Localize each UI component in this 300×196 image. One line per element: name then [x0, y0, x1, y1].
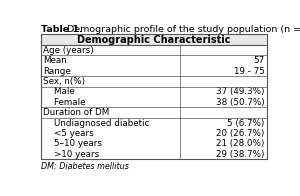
Bar [40, 76, 267, 87]
Bar [40, 34, 267, 45]
Bar [40, 107, 267, 118]
Text: Undiagnosed diabetic: Undiagnosed diabetic [43, 119, 149, 128]
Text: Demographic Characteristic: Demographic Characteristic [77, 35, 230, 45]
Text: 21 (28.0%): 21 (28.0%) [216, 139, 265, 148]
Text: Table 1.: Table 1. [40, 25, 82, 34]
Text: 37 (49.3%): 37 (49.3%) [216, 87, 265, 96]
Bar [40, 45, 267, 55]
Text: 38 (50.7%): 38 (50.7%) [216, 98, 265, 107]
Text: Female: Female [43, 98, 86, 107]
Text: 19 - 75: 19 - 75 [234, 67, 265, 76]
Text: 29 (38.7%): 29 (38.7%) [216, 150, 265, 159]
Text: 5 (6.7%): 5 (6.7%) [227, 119, 265, 128]
Bar [40, 55, 267, 66]
Text: 20 (26.7%): 20 (26.7%) [216, 129, 265, 138]
Bar [40, 128, 267, 139]
Bar [40, 97, 267, 107]
Text: >10 years: >10 years [43, 150, 99, 159]
Text: Male: Male [43, 87, 75, 96]
Text: Duration of DM: Duration of DM [43, 108, 109, 117]
Text: Age (years): Age (years) [43, 46, 94, 55]
Text: Mean: Mean [43, 56, 67, 65]
Text: 5–10 years: 5–10 years [43, 139, 102, 148]
Bar [40, 87, 267, 97]
Bar [40, 118, 267, 128]
Text: Sex, n(%): Sex, n(%) [43, 77, 85, 86]
Text: <5 years: <5 years [43, 129, 94, 138]
Bar [40, 66, 267, 76]
Text: Range: Range [43, 67, 71, 76]
Bar [40, 149, 267, 159]
Text: DM: Diabetes mellitus: DM: Diabetes mellitus [40, 162, 128, 171]
Text: Demographic profile of the study population (n = 75): Demographic profile of the study populat… [64, 25, 300, 34]
Text: 57: 57 [253, 56, 265, 65]
Bar [40, 139, 267, 149]
